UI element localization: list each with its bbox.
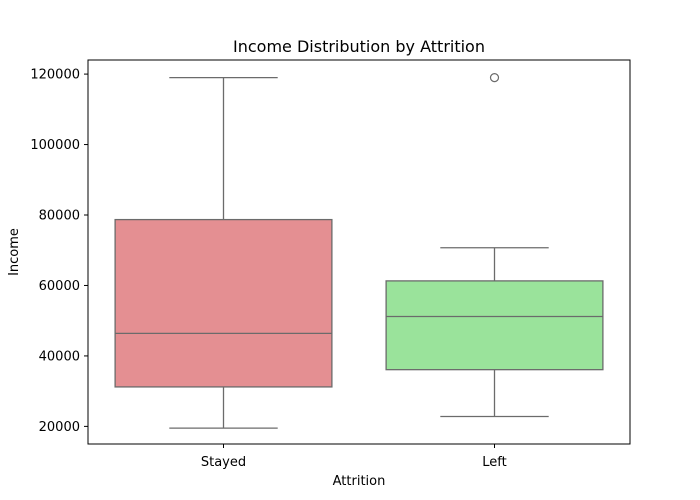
plot-frame (87, 59, 631, 445)
y-tick-label: 100000 (30, 138, 80, 153)
y-tick-label: 120000 (30, 68, 80, 83)
x-axis: Stayed Left (201, 444, 507, 470)
x-tick-label: Stayed (201, 455, 246, 470)
x-tick-label: Left (482, 455, 506, 470)
y-axis-label: Income (7, 228, 22, 276)
outlier-point (489, 73, 500, 83)
y-tick-label: 20000 (39, 420, 80, 435)
x-axis-label: Attrition (333, 474, 386, 489)
y-axis: 20000 40000 60000 80000 100000 120000 (30, 68, 88, 435)
box-left (385, 73, 604, 418)
iqr-box (385, 280, 604, 371)
iqr-box (114, 218, 333, 388)
y-tick-label: 60000 (39, 279, 80, 294)
y-tick-label: 80000 (39, 209, 80, 224)
y-tick-label: 40000 (39, 349, 80, 364)
chart-title: Income Distribution by Attrition (233, 37, 485, 56)
box-stayed (114, 76, 333, 429)
boxes-layer (114, 73, 604, 429)
